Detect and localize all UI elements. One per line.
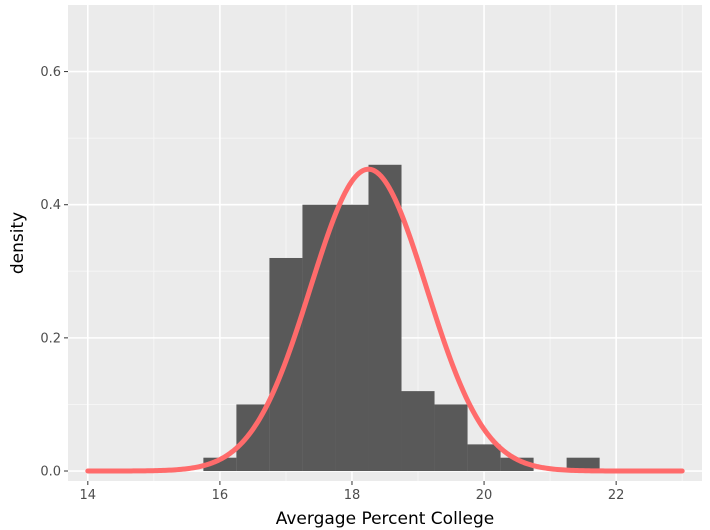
x-tick-label: 22 [608,488,625,503]
histogram-bar [302,204,336,472]
x-tick-label: 20 [476,488,493,503]
x-axis-title: Avergage Percent College [276,509,495,529]
y-tick-label: 0.0 [40,465,61,480]
y-tick-label: 0.6 [40,65,61,80]
histogram-bar [401,391,435,472]
histogram-bar [368,164,402,472]
histogram-bar [566,457,600,472]
x-tick-label: 16 [212,488,229,503]
y-tick-label: 0.4 [40,198,61,213]
y-tick-label: 0.2 [40,331,61,346]
x-axis: 14 16 18 20 22 [80,481,625,503]
x-tick-label: 18 [344,488,361,503]
histogram-bar [335,204,369,472]
y-axis-title: density [8,212,28,274]
histogram-bar [467,444,501,472]
x-tick-label: 14 [80,488,97,503]
histogram-bar [434,404,468,472]
normal-density-curve [85,166,685,474]
y-axis: 0.0 0.2 0.4 0.6 [40,65,68,480]
